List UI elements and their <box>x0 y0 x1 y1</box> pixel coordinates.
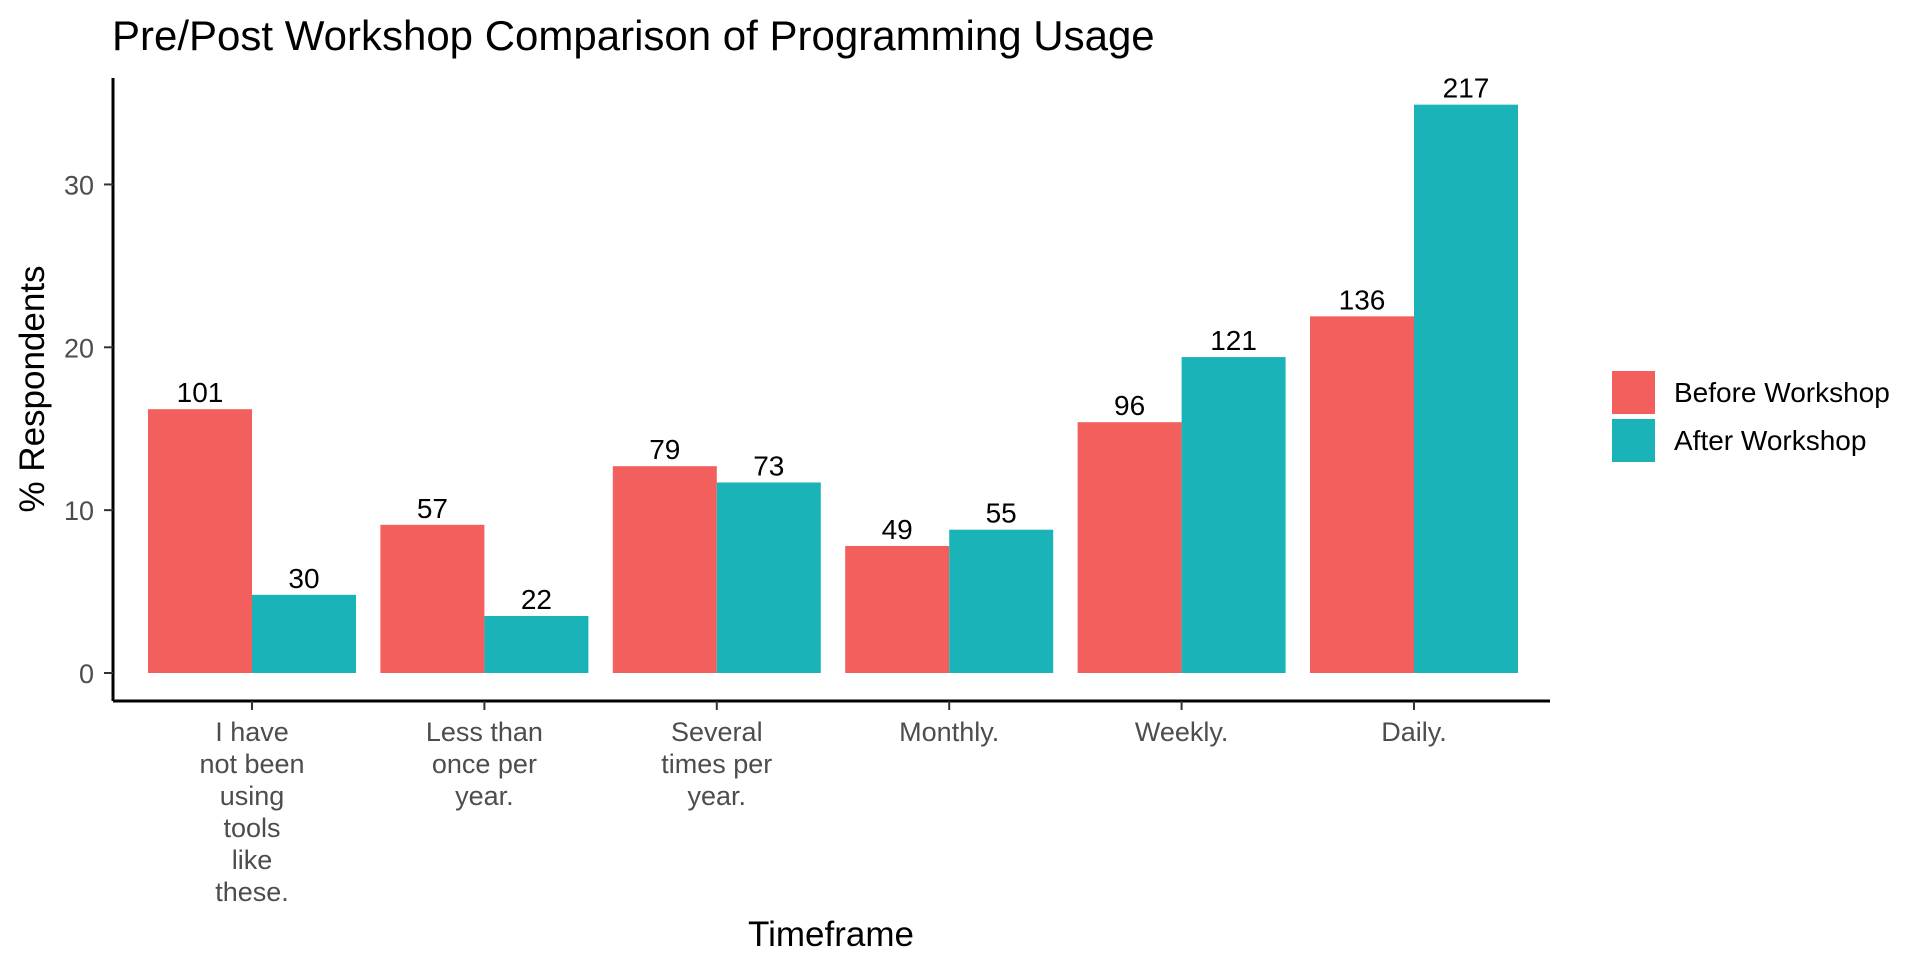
bar-before-workshop-0 <box>148 409 252 673</box>
chart-title: Pre/Post Workshop Comparison of Programm… <box>112 12 1155 59</box>
data-label-after-workshop-4: 121 <box>1210 325 1257 356</box>
data-label-before-workshop-5: 136 <box>1339 284 1386 315</box>
x-axis-title: Timeframe <box>748 915 914 954</box>
bar-before-workshop-5 <box>1310 316 1414 673</box>
data-labels-layer: 101 57 79 49 96 136 30 22 73 55 121 217 <box>177 73 1490 615</box>
y-tick-label-0: 0 <box>79 659 94 689</box>
x-tick-label-line: times per <box>661 749 772 779</box>
x-tick-label-line: Several <box>671 717 763 747</box>
y-tick-label-2: 20 <box>64 333 94 363</box>
x-tick-label-line: year. <box>688 781 747 811</box>
legend: Before Workshop After Workshop <box>1612 371 1890 462</box>
data-label-before-workshop-2: 79 <box>649 434 680 465</box>
data-label-before-workshop-4: 96 <box>1114 390 1145 421</box>
x-tick-label-2: Several times per year. <box>661 717 772 811</box>
bar-before-workshop-1 <box>380 524 485 673</box>
bar-after-workshop-4 <box>1181 357 1286 673</box>
x-tick-label-line: Monthly. <box>899 717 999 747</box>
legend-key-after-workshop <box>1612 419 1655 462</box>
x-tick-label-line: tools <box>223 813 280 843</box>
x-tick-label-line: Weekly. <box>1135 717 1229 747</box>
y-tick-label-3: 30 <box>64 170 94 200</box>
data-label-before-workshop-0: 101 <box>177 377 224 408</box>
bar-after-workshop-3 <box>949 529 1054 673</box>
bar-after-workshop-2 <box>716 482 821 673</box>
bar-before-workshop-2 <box>612 466 717 673</box>
x-tick-label-4: Weekly. <box>1135 717 1229 747</box>
x-tick-label-line: I have <box>215 717 289 747</box>
legend-label-before-workshop: Before Workshop <box>1674 377 1890 408</box>
data-label-before-workshop-1: 57 <box>417 493 448 524</box>
x-tick-label-line: year. <box>455 781 514 811</box>
x-tick-label-line: once per <box>432 749 537 779</box>
legend-key-before-workshop <box>1612 371 1655 414</box>
bar-before-workshop-4 <box>1077 422 1182 673</box>
data-label-after-workshop-1: 22 <box>521 584 552 615</box>
data-label-after-workshop-2: 73 <box>753 450 784 481</box>
x-tick-label-line: not been <box>199 749 304 779</box>
x-tick-label-0: I have not been using tools like these. <box>199 717 304 907</box>
x-tick-label-5: Daily. <box>1381 717 1447 747</box>
y-tick-label-1: 10 <box>64 496 94 526</box>
bar-after-workshop-5 <box>1414 104 1518 673</box>
bars-layer <box>148 104 1518 673</box>
x-tick-label-line: Daily. <box>1381 717 1447 747</box>
x-tick-label-3: Monthly. <box>899 717 999 747</box>
bar-after-workshop-1 <box>484 616 589 673</box>
data-label-after-workshop-0: 30 <box>288 563 319 594</box>
data-label-before-workshop-3: 49 <box>882 514 913 545</box>
x-tick-label-line: using <box>220 781 285 811</box>
x-tick-label-line: like <box>232 845 273 875</box>
bar-after-workshop-0 <box>252 594 356 673</box>
bar-before-workshop-3 <box>845 545 950 673</box>
x-tick-label-line: Less than <box>426 717 543 747</box>
data-label-after-workshop-5: 217 <box>1443 73 1490 104</box>
x-ticks: I have not been using tools like these. Less t… <box>199 701 1447 907</box>
y-axis-title: % Respondents <box>13 265 52 512</box>
y-ticks: 0 10 20 30 <box>64 170 113 689</box>
x-tick-label-1: Less than once per year. <box>426 717 543 811</box>
data-label-after-workshop-3: 55 <box>986 498 1017 529</box>
legend-label-after-workshop: After Workshop <box>1674 425 1866 456</box>
x-tick-label-line: these. <box>215 877 289 907</box>
